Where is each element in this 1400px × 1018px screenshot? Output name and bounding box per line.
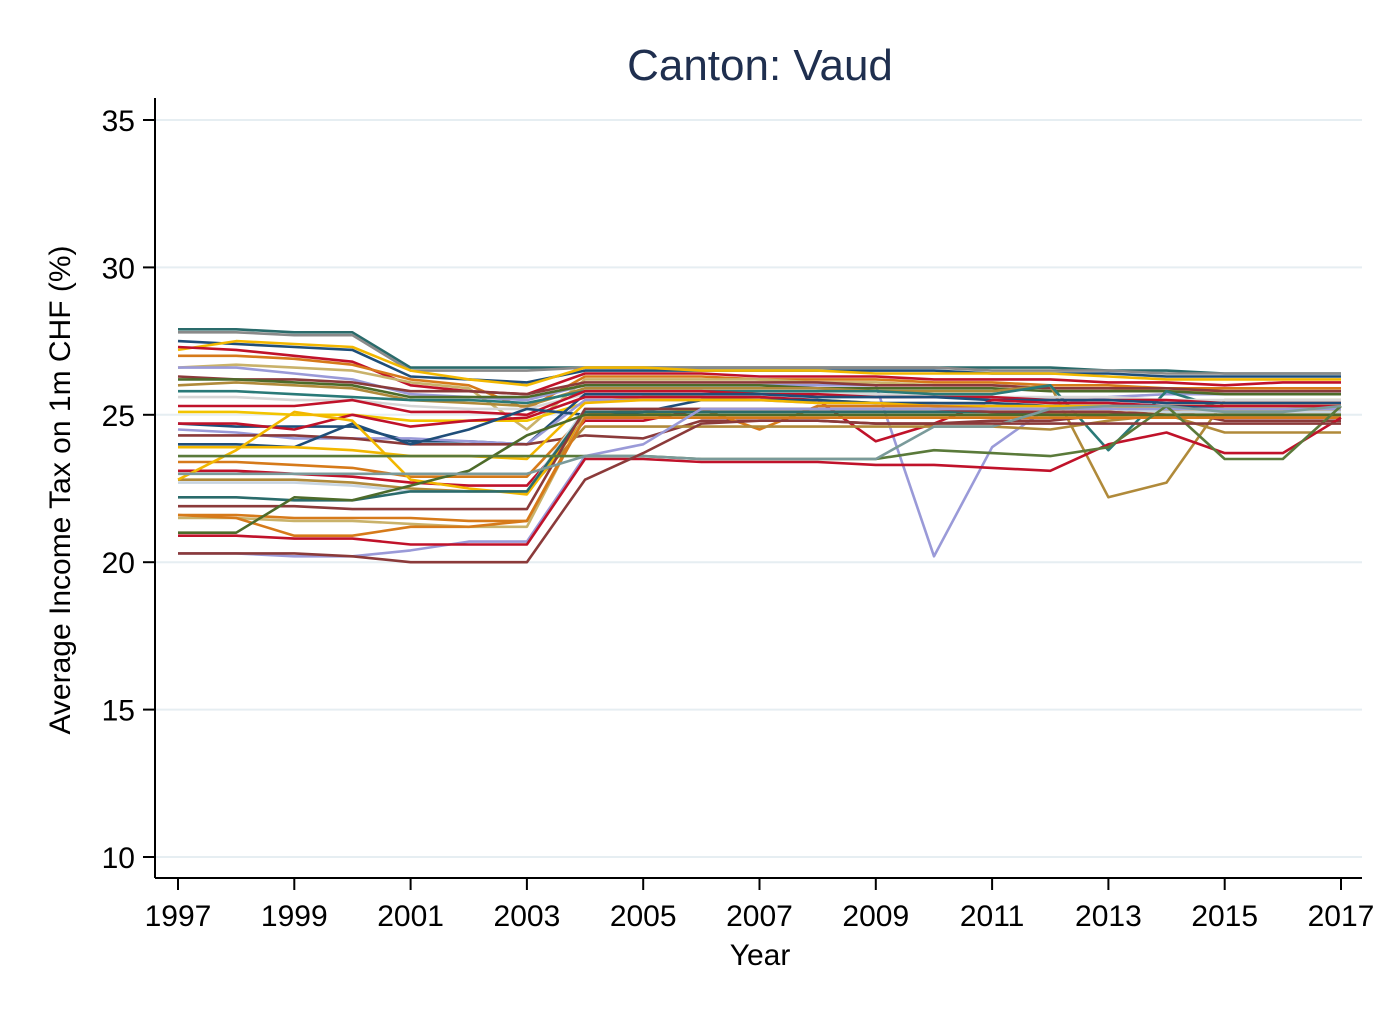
series-line-4 <box>177 339 1341 387</box>
x-tick-label: 2013 <box>1075 900 1142 933</box>
series-lines <box>177 327 1342 564</box>
series-line-32 <box>178 413 1341 535</box>
series-line-33 <box>178 407 1341 558</box>
series-line-37 <box>178 419 1341 564</box>
series-line-10 <box>178 378 1341 399</box>
y-tick-label: 25 <box>102 400 135 433</box>
y-tick-label: 10 <box>102 842 135 875</box>
y-axis-ticks: 10 15 20 25 30 35 <box>102 105 155 875</box>
x-tick-label: 2011 <box>960 900 1025 933</box>
x-tick-label: 1997 <box>145 900 212 933</box>
x-tick-label: 2015 <box>1191 900 1258 933</box>
series-line-16 <box>177 392 1341 446</box>
x-axis-ticks: 1997 1999 2001 2003 2005 2007 2009 2011 2013 2015… <box>145 878 1375 933</box>
gridlines <box>156 119 1362 858</box>
series-line-2 <box>178 330 1341 375</box>
series-line-11 <box>177 381 1341 499</box>
y-tick-label: 35 <box>102 105 135 138</box>
x-tick-label: 2017 <box>1308 900 1375 933</box>
series-line-36 <box>178 404 1342 476</box>
chart-title: Canton: Vaud <box>627 41 893 90</box>
series-line-34 <box>178 416 1342 546</box>
y-tick-label: 30 <box>102 252 135 285</box>
y-axis-title: Average Income Tax on 1m CHF (%) <box>44 245 77 734</box>
y-tick-label: 20 <box>102 547 135 580</box>
x-tick-label: 2003 <box>494 900 561 933</box>
axes <box>154 98 1362 879</box>
series-line-9 <box>177 375 1341 396</box>
series-line-31 <box>177 416 1341 538</box>
x-tick-label: 2007 <box>726 900 793 933</box>
x-tick-label: 2009 <box>842 900 909 933</box>
x-axis-title: Year <box>730 939 791 972</box>
x-tick-label: 2001 <box>377 900 444 933</box>
x-tick-label: 2005 <box>610 900 677 933</box>
x-tick-label: 1999 <box>261 900 328 933</box>
y-tick-label: 15 <box>102 695 135 728</box>
